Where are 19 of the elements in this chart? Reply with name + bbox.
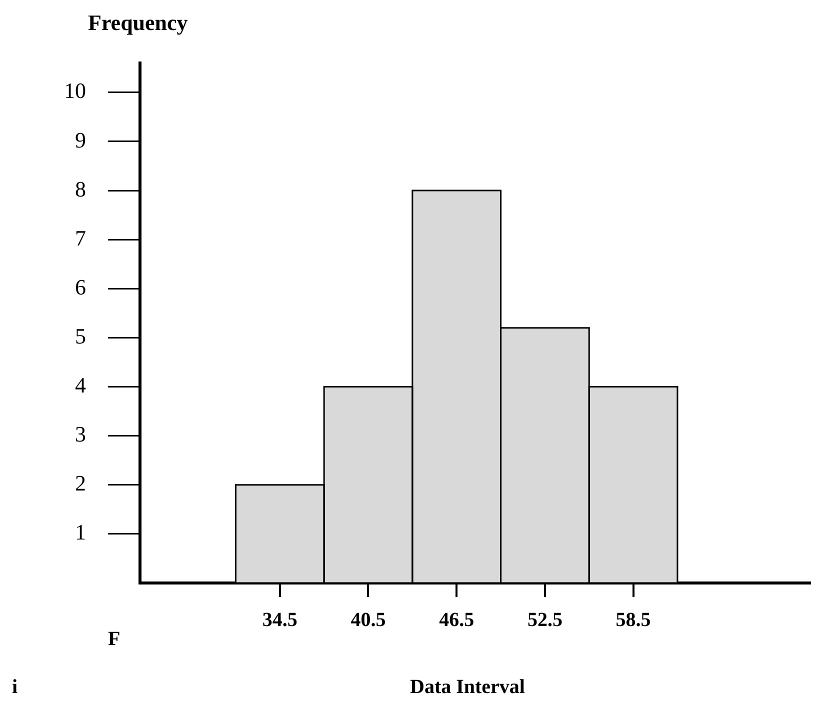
x-tick-label: 58.5	[616, 609, 651, 632]
y-tick-label: 1	[75, 520, 86, 545]
y-tick-label: 6	[75, 274, 86, 300]
y-axis-title: Frequency	[88, 10, 188, 36]
x-axis-title: Data Interval	[410, 676, 525, 699]
text: i	[12, 676, 18, 699]
text: F	[108, 628, 120, 651]
y-tick-label: 4	[75, 372, 86, 398]
y-tick-label: 10	[64, 78, 86, 104]
x-tick-label: 40.5	[350, 609, 386, 632]
x-tick-label: 34.5	[262, 609, 298, 632]
y-tick-label: 5	[75, 324, 86, 348]
y-tick-label: 3	[75, 422, 86, 447]
y-tick-label: 8	[75, 176, 86, 202]
x-tick-label: 52.5	[527, 609, 562, 632]
y-tick-label: 2	[75, 470, 86, 496]
x-tick-label: 46.5	[439, 609, 474, 632]
y-tick-label: 7	[75, 225, 86, 250]
y-tick-label: 9	[75, 127, 86, 152]
